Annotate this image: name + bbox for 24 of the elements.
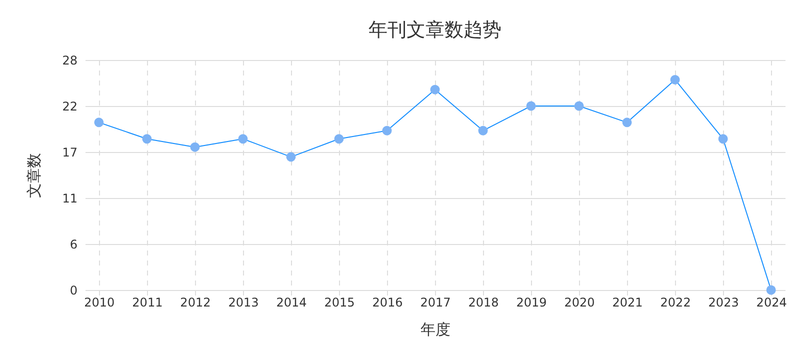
x-tick-label: 2018 <box>468 296 499 310</box>
x-tick-label: 2010 <box>84 296 115 310</box>
y-tick-label: 17 <box>62 146 78 160</box>
y-tick-label: 6 <box>70 238 78 252</box>
x-tick-label: 2017 <box>420 296 451 310</box>
chart-title: 年刊文章数趋势 <box>368 19 502 41</box>
y-tick-label: 0 <box>70 284 78 298</box>
x-tick-label: 2014 <box>276 296 307 310</box>
x-tick-label: 2015 <box>324 296 355 310</box>
y-axis-title: 文章数 <box>25 153 44 198</box>
x-tick-label: 2011 <box>132 296 163 310</box>
x-tick-label: 2020 <box>564 296 595 310</box>
y-tick-label: 11 <box>62 192 78 206</box>
x-tick-label: 2019 <box>516 296 547 310</box>
x-tick-label: 2021 <box>612 296 643 310</box>
x-tick-label: 2012 <box>180 296 211 310</box>
x-axis-title: 年度 <box>420 320 450 338</box>
x-tick-label: 2016 <box>372 296 403 310</box>
x-tick-label: 2022 <box>660 296 691 310</box>
y-tick-label: 22 <box>62 100 78 114</box>
x-tick-label: 2024 <box>756 296 787 310</box>
y-tick-label: 28 <box>62 54 78 68</box>
x-tick-label: 2013 <box>228 296 259 310</box>
x-tick-label: 2023 <box>708 296 739 310</box>
